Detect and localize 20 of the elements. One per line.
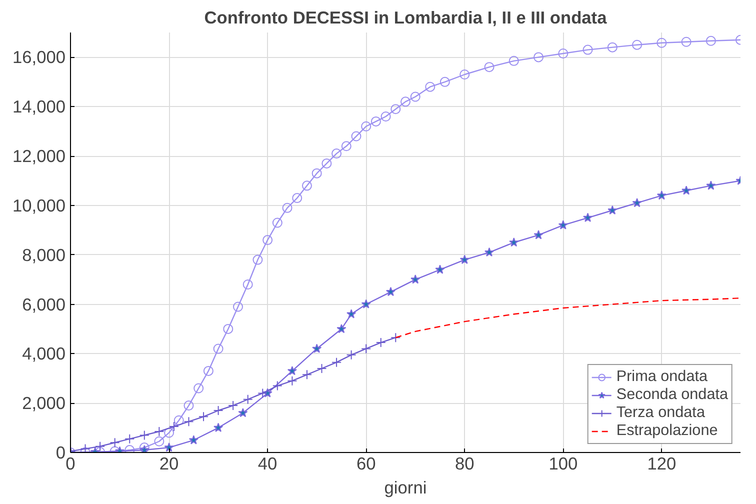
x-tick-label: 120: [647, 454, 676, 474]
chart-title: Confronto DECESSI in Lombardia I, II e III ondata: [204, 8, 608, 28]
y-tick-label: 16,000: [12, 47, 66, 68]
y-tick-label: 6,000: [22, 294, 66, 314]
x-tick-label: 100: [548, 454, 578, 474]
legend-label: Estrapolazione: [616, 422, 718, 440]
x-axis-title: giorni: [384, 478, 427, 498]
x-tick-label: 60: [356, 454, 376, 474]
y-tick-label: 14,000: [12, 96, 66, 117]
y-tick-label: 8,000: [22, 244, 66, 265]
legend-label: Seconda ondata: [616, 386, 728, 404]
y-tick-label: 12,000: [12, 146, 66, 166]
x-tick-label: 80: [454, 454, 474, 474]
y-tick-label: 10,000: [12, 195, 66, 216]
legend-label: Terza ondata: [616, 404, 705, 422]
y-tick-label: 4,000: [22, 344, 66, 364]
y-tick-label: 2,000: [22, 393, 66, 414]
x-tick-label: 20: [159, 454, 179, 474]
x-tick-label: 40: [258, 454, 278, 474]
legend-label: Prima ondata: [616, 368, 708, 386]
